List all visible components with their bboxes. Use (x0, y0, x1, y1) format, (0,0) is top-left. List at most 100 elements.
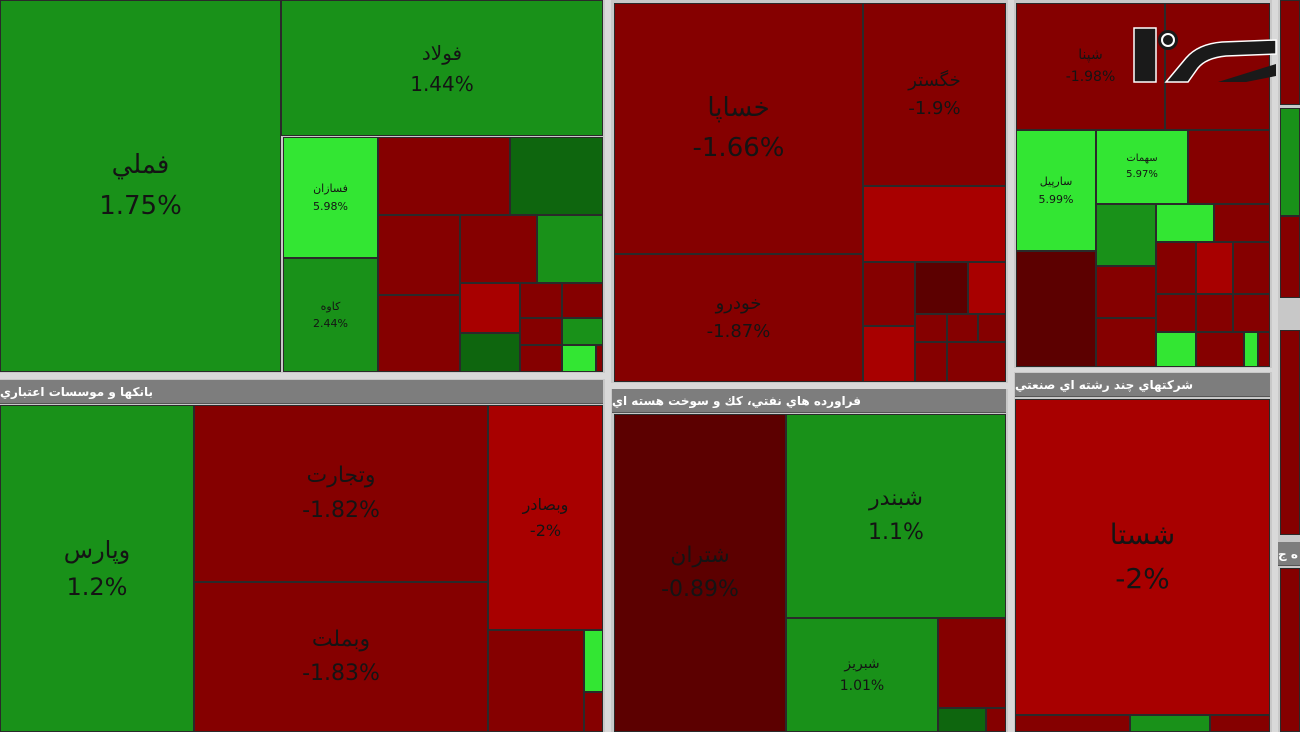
stock-tile-small[interactable] (1280, 216, 1300, 298)
stock-change: 1.44% (410, 71, 474, 96)
stock-tile-small[interactable] (1156, 294, 1196, 332)
stock-tile-small[interactable] (968, 262, 1006, 314)
stock-tile-small[interactable] (915, 314, 947, 342)
rokna-logo-icon (1133, 27, 1277, 83)
stock-tile-small[interactable] (1015, 715, 1130, 732)
stock-tile-small[interactable] (978, 314, 1006, 342)
sector-header-diversified: شرکتهاي چند رشته اي صنعتي (1015, 373, 1270, 397)
stock-tile[interactable]: خساپا -1.66% (614, 3, 863, 254)
sector-gutter (1008, 0, 1014, 732)
stock-tile[interactable]: فسازان 5.98% (283, 137, 378, 258)
stock-change: -1.98% (1065, 69, 1116, 85)
stock-symbol: کاوه (320, 299, 341, 313)
stock-tile[interactable]: فملي 1.75% (0, 0, 281, 372)
stock-tile-small[interactable] (1280, 108, 1300, 216)
sector-header-banks: بانکها و موسسات اعتباري (0, 380, 603, 404)
stock-tile-small[interactable] (1016, 251, 1096, 367)
stock-tile-small[interactable] (562, 283, 603, 318)
stock-tile-small[interactable] (584, 630, 603, 692)
stock-tile-small[interactable] (938, 618, 1006, 708)
stock-symbol: سهمات (1126, 153, 1158, 164)
stock-tile-small[interactable] (1214, 204, 1270, 242)
stock-tile-small[interactable] (562, 345, 596, 372)
stock-tile-small[interactable] (520, 318, 562, 345)
stock-tile-small[interactable] (537, 215, 603, 283)
stock-change: -2% (529, 520, 562, 540)
stock-tile-small[interactable] (1244, 332, 1258, 367)
stock-tile[interactable]: شستا -2% (1015, 399, 1270, 715)
stock-tile-small[interactable] (1096, 318, 1156, 367)
stock-tile[interactable]: خگستر -1.9% (863, 3, 1006, 186)
stock-symbol: فولاد (421, 40, 463, 65)
stock-symbol: وتجارت (306, 463, 376, 489)
stock-tile-small[interactable] (460, 333, 520, 372)
stock-tile-small[interactable] (584, 692, 603, 732)
stock-tile-small[interactable] (378, 295, 460, 372)
stock-tile[interactable]: سهمات 5.97% (1096, 130, 1188, 204)
stock-tile-small[interactable] (1156, 204, 1214, 242)
stock-tile-small[interactable] (1258, 332, 1270, 367)
stock-tile-small[interactable] (1188, 130, 1270, 204)
stock-tile-small[interactable] (562, 318, 603, 345)
sector-gutter (1014, 368, 1272, 372)
stock-tile-small[interactable] (938, 708, 986, 732)
stock-symbol: خودرو (715, 293, 762, 315)
stock-tile[interactable]: شبندر 1.1% (786, 414, 1006, 618)
stock-tile-small[interactable] (1096, 204, 1156, 266)
stock-tile-small[interactable] (1233, 294, 1270, 332)
stock-tile-small[interactable] (378, 137, 510, 215)
stock-tile-small[interactable] (1156, 242, 1196, 294)
stock-tile-small[interactable] (378, 215, 460, 295)
stock-tile[interactable]: وبصادر -2% (488, 405, 603, 630)
stock-tile-small[interactable] (460, 215, 537, 283)
stock-symbol: وپارس (63, 535, 131, 564)
stock-tile-small[interactable] (947, 314, 978, 342)
stock-tile-small[interactable] (1196, 242, 1233, 294)
stock-change: 5.97% (1126, 169, 1158, 180)
stock-tile-small[interactable] (863, 262, 915, 326)
stock-tile-small[interactable] (863, 326, 915, 382)
stock-tile-small[interactable] (947, 342, 1006, 382)
stock-change: 2.44% (313, 317, 348, 330)
stock-tile-small[interactable] (1196, 294, 1233, 332)
stock-tile-small[interactable] (986, 708, 1006, 732)
stock-tile[interactable]: شبريز 1.01% (786, 618, 938, 732)
stock-change: -1.9% (908, 97, 961, 119)
stock-tile-small[interactable] (1196, 332, 1244, 367)
stock-tile[interactable]: خودرو -1.87% (614, 254, 863, 382)
stock-tile-small[interactable] (1280, 330, 1300, 535)
stock-symbol: شبندر (869, 485, 923, 511)
stock-tile-small[interactable] (596, 345, 603, 372)
stock-tile-small[interactable] (520, 283, 562, 318)
stock-tile-small[interactable] (1210, 715, 1270, 732)
stock-tile-small[interactable] (510, 137, 603, 215)
stock-tile-small[interactable] (915, 342, 947, 382)
stock-tile-small[interactable] (1233, 242, 1270, 294)
stock-tile-small[interactable] (863, 186, 1006, 262)
sector-gutter (1272, 0, 1278, 732)
stock-tile[interactable]: شپنا -1.98% (1016, 3, 1165, 130)
stock-tile-small[interactable] (1156, 332, 1196, 367)
stock-tile-small[interactable] (1280, 568, 1300, 732)
stock-change: 5.99% (1038, 192, 1074, 206)
stock-change: -1.66% (692, 133, 785, 163)
stock-tile[interactable]: فولاد 1.44% (281, 0, 603, 136)
stock-change: 1.75% (99, 190, 182, 221)
stock-tile[interactable]: وپارس 1.2% (0, 405, 194, 732)
stock-tile[interactable]: وتجارت -1.82% (194, 405, 488, 582)
stock-tile-small[interactable] (1096, 266, 1156, 318)
stock-tile[interactable]: وبملت -1.83% (194, 582, 488, 732)
stock-symbol: شستا (1109, 518, 1176, 552)
stock-tile-small[interactable] (488, 630, 584, 732)
stock-tile-small[interactable] (1130, 715, 1210, 732)
stock-tile[interactable]: کاوه 2.44% (283, 258, 378, 372)
stock-change: -0.89% (661, 577, 739, 602)
sector-header-partial: ه ج (1278, 542, 1300, 566)
stock-tile[interactable]: سارپيل 5.99% (1016, 130, 1096, 251)
stock-tile-small[interactable] (460, 283, 520, 333)
stock-tile-small[interactable] (915, 262, 968, 314)
stock-tile[interactable]: شتران -0.89% (614, 414, 786, 732)
stock-change: -1.83% (302, 661, 380, 686)
stock-tile-small[interactable] (520, 345, 562, 372)
